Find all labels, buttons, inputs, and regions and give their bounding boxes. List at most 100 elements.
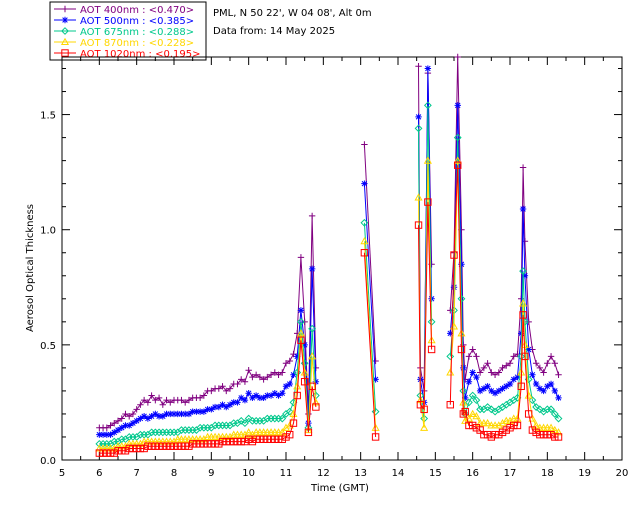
data-point bbox=[282, 360, 290, 367]
data-point bbox=[222, 437, 230, 446]
series-line bbox=[99, 215, 317, 429]
data-point bbox=[238, 376, 245, 383]
data-point bbox=[420, 405, 428, 414]
data-point bbox=[169, 437, 179, 445]
data-point bbox=[312, 378, 320, 385]
data-point bbox=[371, 407, 380, 416]
data-point bbox=[107, 431, 114, 438]
data-point bbox=[252, 371, 260, 378]
data-point bbox=[260, 376, 267, 383]
data-point bbox=[230, 399, 237, 406]
data-point bbox=[148, 413, 155, 420]
data-point bbox=[281, 423, 291, 431]
data-point bbox=[122, 422, 129, 429]
data-point bbox=[95, 449, 104, 457]
data-point bbox=[252, 435, 260, 443]
data-point bbox=[518, 330, 525, 337]
data-point bbox=[163, 410, 170, 418]
data-point bbox=[423, 101, 432, 110]
data-point bbox=[423, 156, 432, 164]
data-point bbox=[304, 425, 313, 434]
legend-marker bbox=[61, 5, 69, 13]
data-point bbox=[535, 405, 544, 414]
x-tick-label: 7 bbox=[133, 468, 139, 479]
data-point bbox=[450, 251, 458, 259]
data-point bbox=[271, 390, 278, 397]
data-point bbox=[203, 440, 212, 448]
data-point bbox=[457, 345, 466, 354]
data-point bbox=[484, 360, 491, 367]
data-point bbox=[237, 437, 245, 446]
data-point bbox=[499, 385, 506, 392]
data-point bbox=[544, 360, 551, 367]
data-point bbox=[447, 330, 454, 337]
data-point bbox=[136, 444, 145, 453]
data-point bbox=[300, 368, 309, 376]
data-point bbox=[414, 193, 423, 201]
data-point bbox=[554, 414, 563, 423]
data-point bbox=[415, 63, 422, 70]
data-point bbox=[446, 352, 455, 361]
data-point bbox=[241, 419, 249, 428]
data-point bbox=[551, 433, 559, 441]
data-point bbox=[144, 442, 152, 450]
data-point bbox=[282, 383, 290, 390]
data-point bbox=[506, 380, 514, 388]
data-point bbox=[296, 329, 305, 337]
data-point bbox=[469, 369, 476, 376]
data-point bbox=[196, 440, 204, 448]
data-point bbox=[167, 399, 174, 406]
data-point bbox=[521, 272, 529, 279]
data-point bbox=[174, 410, 181, 418]
x-tick-label: 8 bbox=[171, 468, 177, 479]
y-tick-label: 1.0 bbox=[40, 226, 56, 237]
series-line bbox=[99, 340, 317, 454]
legend-marker bbox=[61, 16, 69, 24]
x-tick-label: 9 bbox=[208, 468, 214, 479]
data-point bbox=[360, 218, 369, 227]
data-point bbox=[226, 437, 234, 446]
data-point bbox=[248, 437, 257, 446]
data-point bbox=[372, 376, 379, 383]
data-point bbox=[304, 428, 313, 437]
series-aot-675nm bbox=[95, 101, 563, 448]
data-point bbox=[125, 444, 133, 453]
data-point bbox=[185, 396, 193, 404]
series-line bbox=[449, 137, 559, 419]
data-point bbox=[264, 373, 271, 381]
data-point bbox=[126, 422, 133, 429]
data-point bbox=[543, 430, 552, 439]
data-point bbox=[152, 396, 159, 404]
data-point bbox=[233, 437, 242, 446]
data-point bbox=[519, 311, 527, 319]
data-point bbox=[498, 418, 507, 427]
data-point bbox=[166, 442, 174, 450]
data-point bbox=[491, 390, 499, 397]
series-aot-400nm bbox=[96, 53, 562, 431]
data-point bbox=[473, 373, 480, 381]
data-point bbox=[111, 429, 118, 436]
data-point bbox=[424, 198, 432, 206]
data-point bbox=[459, 410, 468, 418]
data-point bbox=[454, 53, 461, 61]
data-point bbox=[495, 430, 503, 439]
data-point bbox=[547, 405, 555, 414]
data-point bbox=[241, 396, 249, 404]
data-point bbox=[122, 410, 129, 418]
data-point bbox=[536, 364, 544, 372]
series-line bbox=[363, 252, 377, 438]
data-point bbox=[129, 444, 137, 453]
data-point bbox=[453, 156, 462, 164]
x-tick-label: 20 bbox=[616, 468, 629, 479]
data-point bbox=[503, 383, 510, 390]
data-point bbox=[240, 430, 249, 438]
data-point bbox=[524, 410, 533, 418]
data-point bbox=[170, 442, 178, 450]
data-point bbox=[540, 369, 547, 376]
data-point bbox=[226, 385, 234, 392]
data-point bbox=[528, 396, 537, 405]
data-point bbox=[503, 362, 510, 369]
legend-entry: AOT 870nm : <0.228> bbox=[80, 38, 194, 49]
data-point bbox=[223, 387, 230, 395]
x-tick-label: 5 bbox=[59, 468, 65, 479]
